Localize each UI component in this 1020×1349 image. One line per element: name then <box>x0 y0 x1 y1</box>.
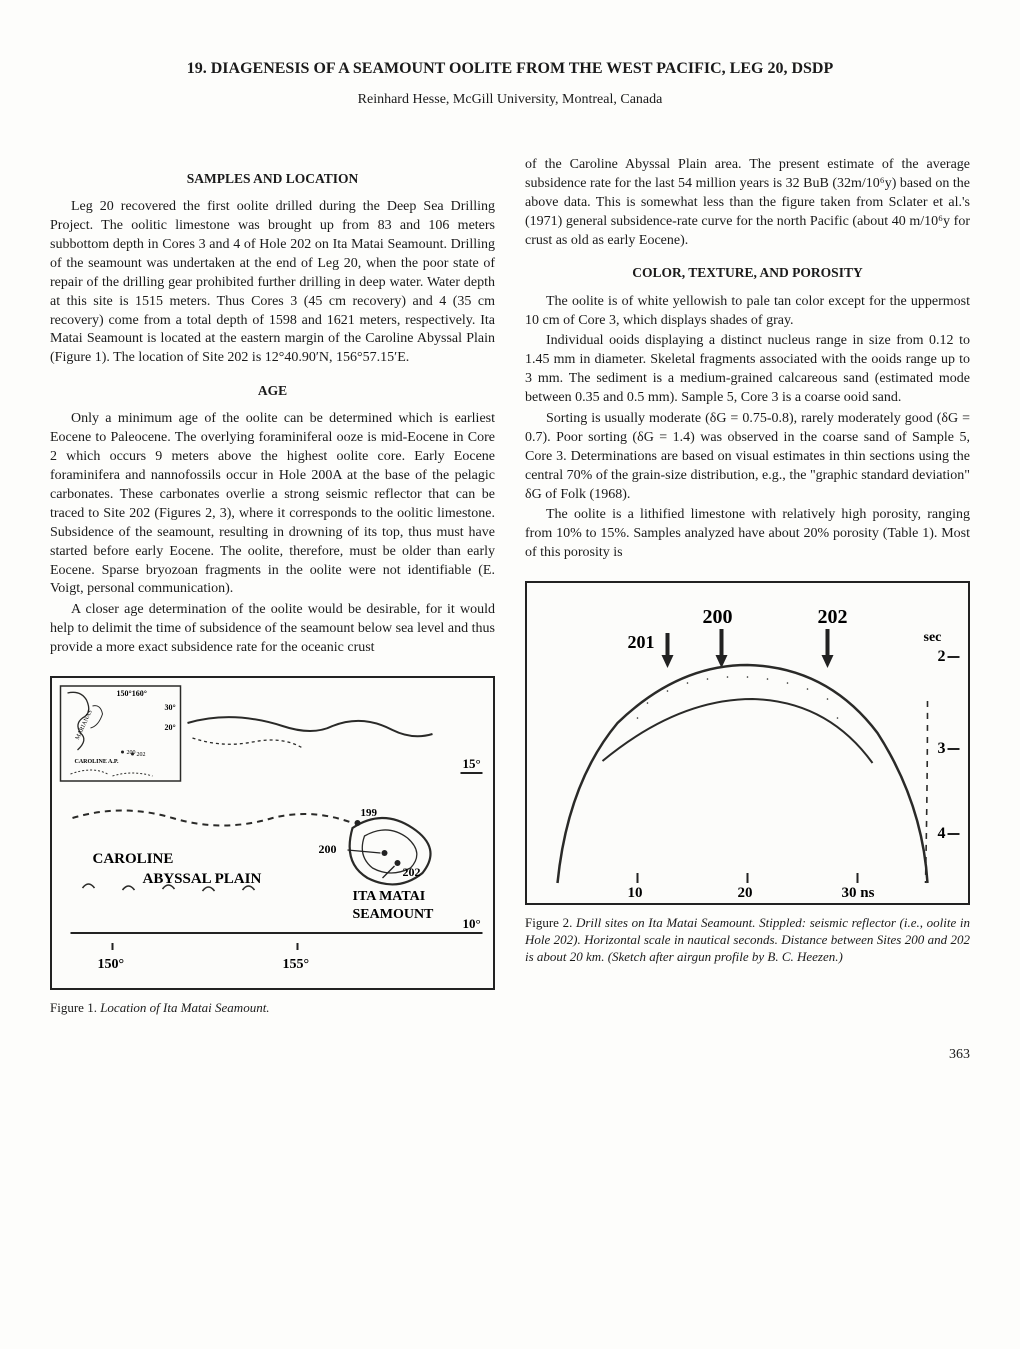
site-199: 199 <box>361 807 378 819</box>
ytick-4: 4 <box>938 825 946 842</box>
figure-1-caption: Figure 1. Location of Ita Matai Seamount… <box>50 1000 495 1017</box>
label-abyssal: ABYSSAL PLAIN <box>143 871 262 887</box>
xtick-20: 20 <box>738 885 753 901</box>
inset-deg-label: 150°160° <box>117 689 147 698</box>
deg-15: 15° <box>463 756 481 771</box>
paragraph: Only a minimum age of the oolite can be … <box>50 410 495 599</box>
paragraph: Individual ooids displaying a distinct n… <box>525 332 970 408</box>
figure-2-caption: Figure 2. Drill sites on Ita Matai Seamo… <box>525 915 970 966</box>
figure-1-svg: 150°160° 30° 20° MARIANAS CAROLINE A.P. … <box>52 678 493 988</box>
deg-10: 10° <box>463 916 481 931</box>
site-200-label: 200 <box>703 606 733 628</box>
fig2-label: Figure 2. <box>525 915 576 930</box>
paragraph: A closer age determination of the oolite… <box>50 601 495 658</box>
site-201-label: 201 <box>628 632 655 652</box>
inset-deg-30: 30° <box>165 703 176 712</box>
site-202: 202 <box>403 865 421 879</box>
site-202-label: 202 <box>818 606 848 628</box>
right-column: of the Caroline Abyssal Plain area. The … <box>525 156 970 1017</box>
xtick-10: 10 <box>628 885 643 901</box>
inset-caroline-ap: CAROLINE A.P. <box>75 759 119 765</box>
paragraph: Leg 20 recovered the first oolite drille… <box>50 198 495 368</box>
fig1-caption-text: Location of Ita Matai Seamount. <box>100 1000 269 1015</box>
figure-1-map: 150°160° 30° 20° MARIANAS CAROLINE A.P. … <box>50 676 495 990</box>
two-column-layout: SAMPLES AND LOCATION Leg 20 recovered th… <box>50 156 970 1017</box>
xtick-30: 30 ns <box>842 885 875 901</box>
paragraph: The oolite is a lithified limestone with… <box>525 506 970 563</box>
deg-155: 155° <box>283 957 310 972</box>
deg-150: 150° <box>98 957 125 972</box>
section-heading-color: COLOR, TEXTURE, AND POROSITY <box>525 264 970 282</box>
figure-2-profile: 200 201 202 sec 2 3 4 <box>525 581 970 905</box>
inset-deg-20: 20° <box>165 723 176 732</box>
label-caroline: CAROLINE <box>93 851 174 867</box>
section-heading-samples: SAMPLES AND LOCATION <box>50 170 495 188</box>
ytick-3: 3 <box>938 740 946 757</box>
inset-site202: 202 <box>137 752 146 758</box>
label-ita-matai: ITA MATAI <box>353 889 426 904</box>
fig1-label: Figure 1. <box>50 1000 100 1015</box>
figure-2-svg: 200 201 202 sec 2 3 4 <box>527 583 968 903</box>
section-heading-age: AGE <box>50 382 495 400</box>
paragraph: The oolite is of white yellowish to pale… <box>525 293 970 331</box>
paragraph: Sorting is usually moderate (δG = 0.75-0… <box>525 410 970 504</box>
fig2-caption-text: Drill sites on Ita Matai Seamount. Stipp… <box>525 915 970 964</box>
page-number: 363 <box>50 1047 970 1063</box>
author-line: Reinhard Hesse, McGill University, Montr… <box>50 92 970 108</box>
label-seamount: SEAMOUNT <box>353 907 435 922</box>
ytick-2: 2 <box>938 648 946 665</box>
inset-site200: 200 <box>127 750 136 756</box>
document-title: 19. DIAGENESIS OF A SEAMOUNT OOLITE FROM… <box>50 60 970 78</box>
left-column: SAMPLES AND LOCATION Leg 20 recovered th… <box>50 156 495 1017</box>
site-200: 200 <box>319 842 337 856</box>
paragraph: of the Caroline Abyssal Plain area. The … <box>525 156 970 250</box>
y-unit: sec <box>924 630 942 645</box>
